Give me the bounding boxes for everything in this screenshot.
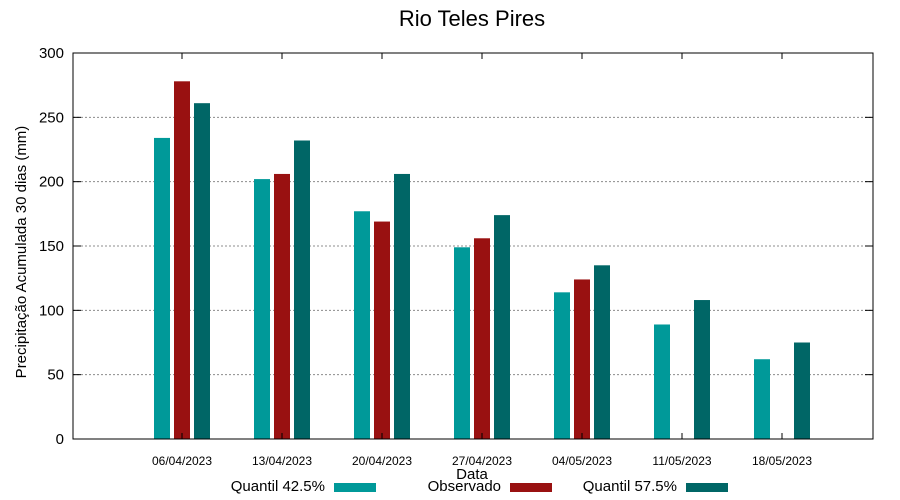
y-tick-label: 0 [56,431,64,448]
x-tick-label: 11/05/2023 [652,454,711,468]
bar [174,81,190,439]
bar [654,324,670,439]
x-tick-label: 27/04/2023 [452,454,512,468]
bar [154,137,170,440]
legend-swatch [686,483,728,492]
chart-title: Rio Teles Pires [399,6,545,31]
x-tick-label: 18/05/2023 [752,454,812,468]
x-tick-label: 04/05/2023 [552,454,612,468]
x-tick-label: 06/04/2023 [152,454,212,468]
bar [394,173,410,440]
bar [274,173,290,440]
bar [554,292,570,439]
bar [574,279,590,439]
bar [254,179,270,440]
legend: Quantil 42.5% Observado Quantil 57.5% [231,478,728,495]
y-tick-label: 150 [39,238,64,255]
bar [354,211,370,439]
bar [294,140,310,439]
y-tick-label: 300 [39,45,64,62]
axes: 0 50 100 150 200 250 300 06/04/2023 13/04/2023 20… [39,45,874,468]
bar [794,342,810,439]
bar [494,215,510,439]
legend-swatch [334,483,376,492]
legend-label: Quantil 57.5% [583,478,677,495]
legend-swatch [510,483,552,492]
grid-lines [73,116,873,376]
bar [194,103,210,440]
bars [154,81,810,440]
legend-label: Quantil 42.5% [231,478,325,495]
bar [594,265,610,439]
y-tick-label: 50 [47,367,64,384]
y-axis-label: Precipitação Acumulada 30 dias (mm) [13,126,30,379]
bar [474,238,490,439]
y-tick-label: 100 [39,302,64,319]
bar [694,300,710,439]
y-tick-label: 200 [39,174,64,191]
bar [454,247,470,439]
y-tick-label: 250 [39,109,64,126]
bar [374,221,390,439]
bar [754,359,770,439]
x-tick-label: 13/04/2023 [252,454,312,468]
plot-frame [72,52,874,440]
x-tick-label: 20/04/2023 [352,454,412,468]
legend-label: Observado [428,478,501,495]
x-axis-label: Data [456,466,488,483]
